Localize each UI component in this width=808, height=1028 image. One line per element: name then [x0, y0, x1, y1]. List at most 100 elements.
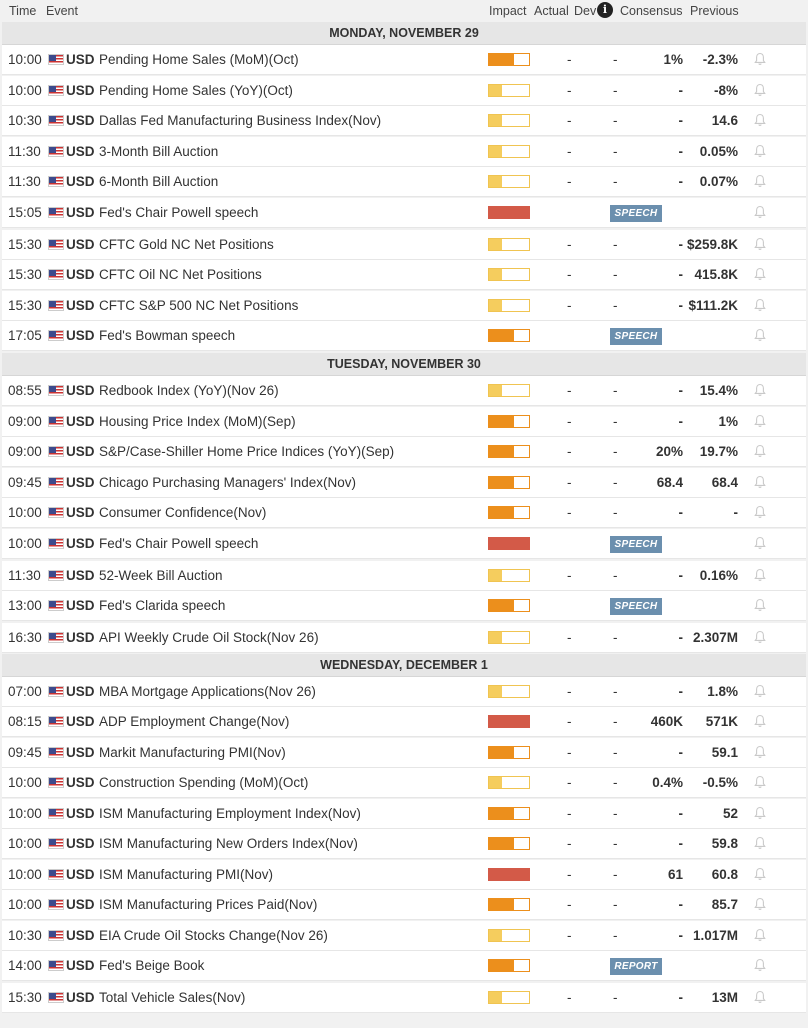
bell-icon[interactable]: [754, 113, 766, 127]
bell-icon[interactable]: [754, 444, 766, 458]
event-name[interactable]: Fed's Bowman speech: [99, 328, 236, 343]
info-icon[interactable]: i: [597, 2, 613, 18]
event-row[interactable]: 13:00 USD Fed's Clarida speech SPEECH: [2, 591, 806, 621]
event-name[interactable]: Pending Home Sales (MoM)(Oct): [99, 52, 299, 67]
event-name[interactable]: Chicago Purchasing Managers' Index(Nov): [99, 474, 356, 490]
bell-icon[interactable]: [754, 598, 766, 612]
bell-icon[interactable]: [754, 775, 766, 789]
event-row[interactable]: 07:00 USD MBA Mortgage Applications(Nov 26…: [2, 676, 806, 707]
event-row[interactable]: 10:00 USD ISM Manufacturing New Orders Ind…: [2, 829, 806, 859]
event-name[interactable]: ISM Manufacturing Employment Index(Nov): [99, 805, 361, 821]
event-row[interactable]: 15:30 USD CFTC Gold NC Net Positions - - - $25…: [2, 229, 806, 260]
event-name[interactable]: 6-Month Bill Auction: [99, 174, 219, 189]
event-name[interactable]: 3-Month Bill Auction: [99, 143, 219, 159]
bell-icon[interactable]: [754, 897, 766, 911]
bell-icon[interactable]: [754, 328, 766, 342]
event-row[interactable]: 09:45 USD Markit Manufacturing PMI(Nov) - - -…: [2, 737, 806, 768]
header-previous[interactable]: Previous: [690, 4, 739, 18]
event-row[interactable]: 10:00 USD Fed's Chair Powell speech SPEECH: [2, 528, 806, 559]
bell-icon[interactable]: [754, 536, 766, 550]
event-name[interactable]: Pending Home Sales (YoY)(Oct): [99, 82, 293, 98]
event-row[interactable]: 10:30 USD EIA Crude Oil Stocks Change(Nov …: [2, 920, 806, 951]
event-time: 08:15: [8, 714, 42, 729]
event-row[interactable]: 10:00 USD Pending Home Sales (YoY)(Oct) - - -…: [2, 75, 806, 106]
bell-icon[interactable]: [754, 928, 766, 942]
bell-icon[interactable]: [754, 505, 766, 519]
event-row[interactable]: 09:00 USD Housing Price Index (MoM)(Sep) - -…: [2, 406, 806, 437]
event-name[interactable]: Fed's Chair Powell speech: [99, 535, 259, 551]
event-name[interactable]: Construction Spending (MoM)(Oct): [99, 775, 309, 790]
event-name[interactable]: MBA Mortgage Applications(Nov 26): [99, 683, 316, 699]
event-row[interactable]: 11:30 USD 52-Week Bill Auction - - -0.16%: [2, 560, 806, 591]
header-impact[interactable]: Impact: [489, 4, 527, 18]
event-name[interactable]: CFTC S&P 500 NC Net Positions: [99, 297, 299, 313]
event-name[interactable]: ADP Employment Change(Nov): [99, 714, 290, 729]
bell-icon[interactable]: [754, 714, 766, 728]
bell-icon[interactable]: [754, 836, 766, 850]
event-deviation: -: [613, 383, 618, 398]
event-name[interactable]: Fed's Beige Book: [99, 958, 205, 973]
event-row[interactable]: 10:00 USD Consumer Confidence(Nov) - - - -: [2, 498, 806, 528]
event-name[interactable]: 52-Week Bill Auction: [99, 567, 223, 583]
bell-icon[interactable]: [754, 806, 766, 820]
bell-icon[interactable]: [754, 475, 766, 489]
event-name[interactable]: EIA Crude Oil Stocks Change(Nov 26): [99, 927, 328, 943]
event-row[interactable]: 11:30 USD 6-Month Bill Auction - - -0.07%: [2, 167, 806, 197]
bell-icon[interactable]: [754, 267, 766, 281]
event-name[interactable]: Consumer Confidence(Nov): [99, 505, 267, 520]
event-name[interactable]: ISM Manufacturing New Orders Index(Nov): [99, 836, 358, 851]
bell-icon[interactable]: [754, 745, 766, 759]
event-row[interactable]: 10:00 USD Construction Spending (MoM)(Oct)…: [2, 768, 806, 798]
event-name[interactable]: ISM Manufacturing Prices Paid(Nov): [99, 897, 318, 912]
bell-icon[interactable]: [754, 684, 766, 698]
event-row[interactable]: 15:30 USD CFTC S&P 500 NC Net Positions - - -…: [2, 290, 806, 321]
event-name[interactable]: Redbook Index (YoY)(Nov 26): [99, 383, 279, 398]
header-actual[interactable]: Actual: [534, 4, 569, 18]
event-name[interactable]: CFTC Oil NC Net Positions: [99, 267, 262, 282]
event-name[interactable]: ISM Manufacturing PMI(Nov): [99, 866, 274, 882]
bell-icon[interactable]: [754, 298, 766, 312]
event-row[interactable]: 16:30 USD API Weekly Crude Oil Stock(Nov 2…: [2, 623, 806, 653]
event-row[interactable]: 09:45 USD Chicago Purchasing Managers' Ind…: [2, 467, 806, 498]
bell-icon[interactable]: [754, 83, 766, 97]
event-row[interactable]: 15:30 USD Total Vehicle Sales(Nov) - - - 13M: [2, 983, 806, 1013]
bell-icon[interactable]: [754, 990, 766, 1004]
bell-icon[interactable]: [754, 568, 766, 582]
event-name[interactable]: Housing Price Index (MoM)(Sep): [99, 413, 296, 429]
event-name[interactable]: Fed's Chair Powell speech: [99, 204, 259, 220]
event-row[interactable]: 10:30 USD Dallas Fed Manufacturing Busines…: [2, 106, 806, 136]
event-name[interactable]: Total Vehicle Sales(Nov): [99, 990, 246, 1005]
header-dev[interactable]: Dev: [574, 4, 597, 18]
event-name[interactable]: CFTC Gold NC Net Positions: [99, 236, 274, 252]
bell-icon[interactable]: [754, 205, 766, 219]
event-row[interactable]: 10:00 USD Pending Home Sales (MoM)(Oct) - - 1…: [2, 45, 806, 75]
event-row[interactable]: 10:00 USD ISM Manufacturing PMI(Nov) - - 61 60…: [2, 859, 806, 890]
bell-icon[interactable]: [754, 144, 766, 158]
event-row[interactable]: 15:30 USD CFTC Oil NC Net Positions - - -415.…: [2, 260, 806, 290]
bell-icon[interactable]: [754, 958, 766, 972]
event-name[interactable]: S&P/Case-Shiller Home Price Indices (YoY…: [99, 444, 395, 459]
event-row[interactable]: 11:30 USD 3-Month Bill Auction - - -0.05%: [2, 136, 806, 167]
bell-icon[interactable]: [754, 867, 766, 881]
event-name[interactable]: Fed's Clarida speech: [99, 598, 226, 613]
bell-icon[interactable]: [754, 237, 766, 251]
event-row[interactable]: 17:05 USD Fed's Bowman speech SPEECH: [2, 321, 806, 351]
event-row[interactable]: 08:55 USD Redbook Index (YoY)(Nov 26) - - -15…: [2, 376, 806, 406]
header-consensus[interactable]: Consensus: [620, 4, 683, 18]
event-row[interactable]: 08:15 USD ADP Employment Change(Nov) - - 460K…: [2, 707, 806, 737]
event-row[interactable]: 09:00 USD S&P/Case-Shiller Home Price Indi…: [2, 437, 806, 467]
event-name[interactable]: Dallas Fed Manufacturing Business Index(…: [99, 113, 382, 128]
header-time[interactable]: Time: [9, 4, 37, 18]
bell-icon[interactable]: [754, 52, 766, 66]
event-name[interactable]: Markit Manufacturing PMI(Nov): [99, 744, 286, 760]
bell-icon[interactable]: [754, 383, 766, 397]
event-name[interactable]: API Weekly Crude Oil Stock(Nov 26): [99, 630, 319, 645]
bell-icon[interactable]: [754, 630, 766, 644]
event-row[interactable]: 10:00 USD ISM Manufacturing Prices Paid(No…: [2, 890, 806, 920]
event-row[interactable]: 14:00 USD Fed's Beige Book REPORT: [2, 951, 806, 981]
event-row[interactable]: 10:00 USD ISM Manufacturing Employment Ind…: [2, 798, 806, 829]
bell-icon[interactable]: [754, 414, 766, 428]
header-event[interactable]: Event: [46, 4, 78, 18]
bell-icon[interactable]: [754, 174, 766, 188]
event-row[interactable]: 15:05 USD Fed's Chair Powell speech SPEECH: [2, 197, 806, 228]
